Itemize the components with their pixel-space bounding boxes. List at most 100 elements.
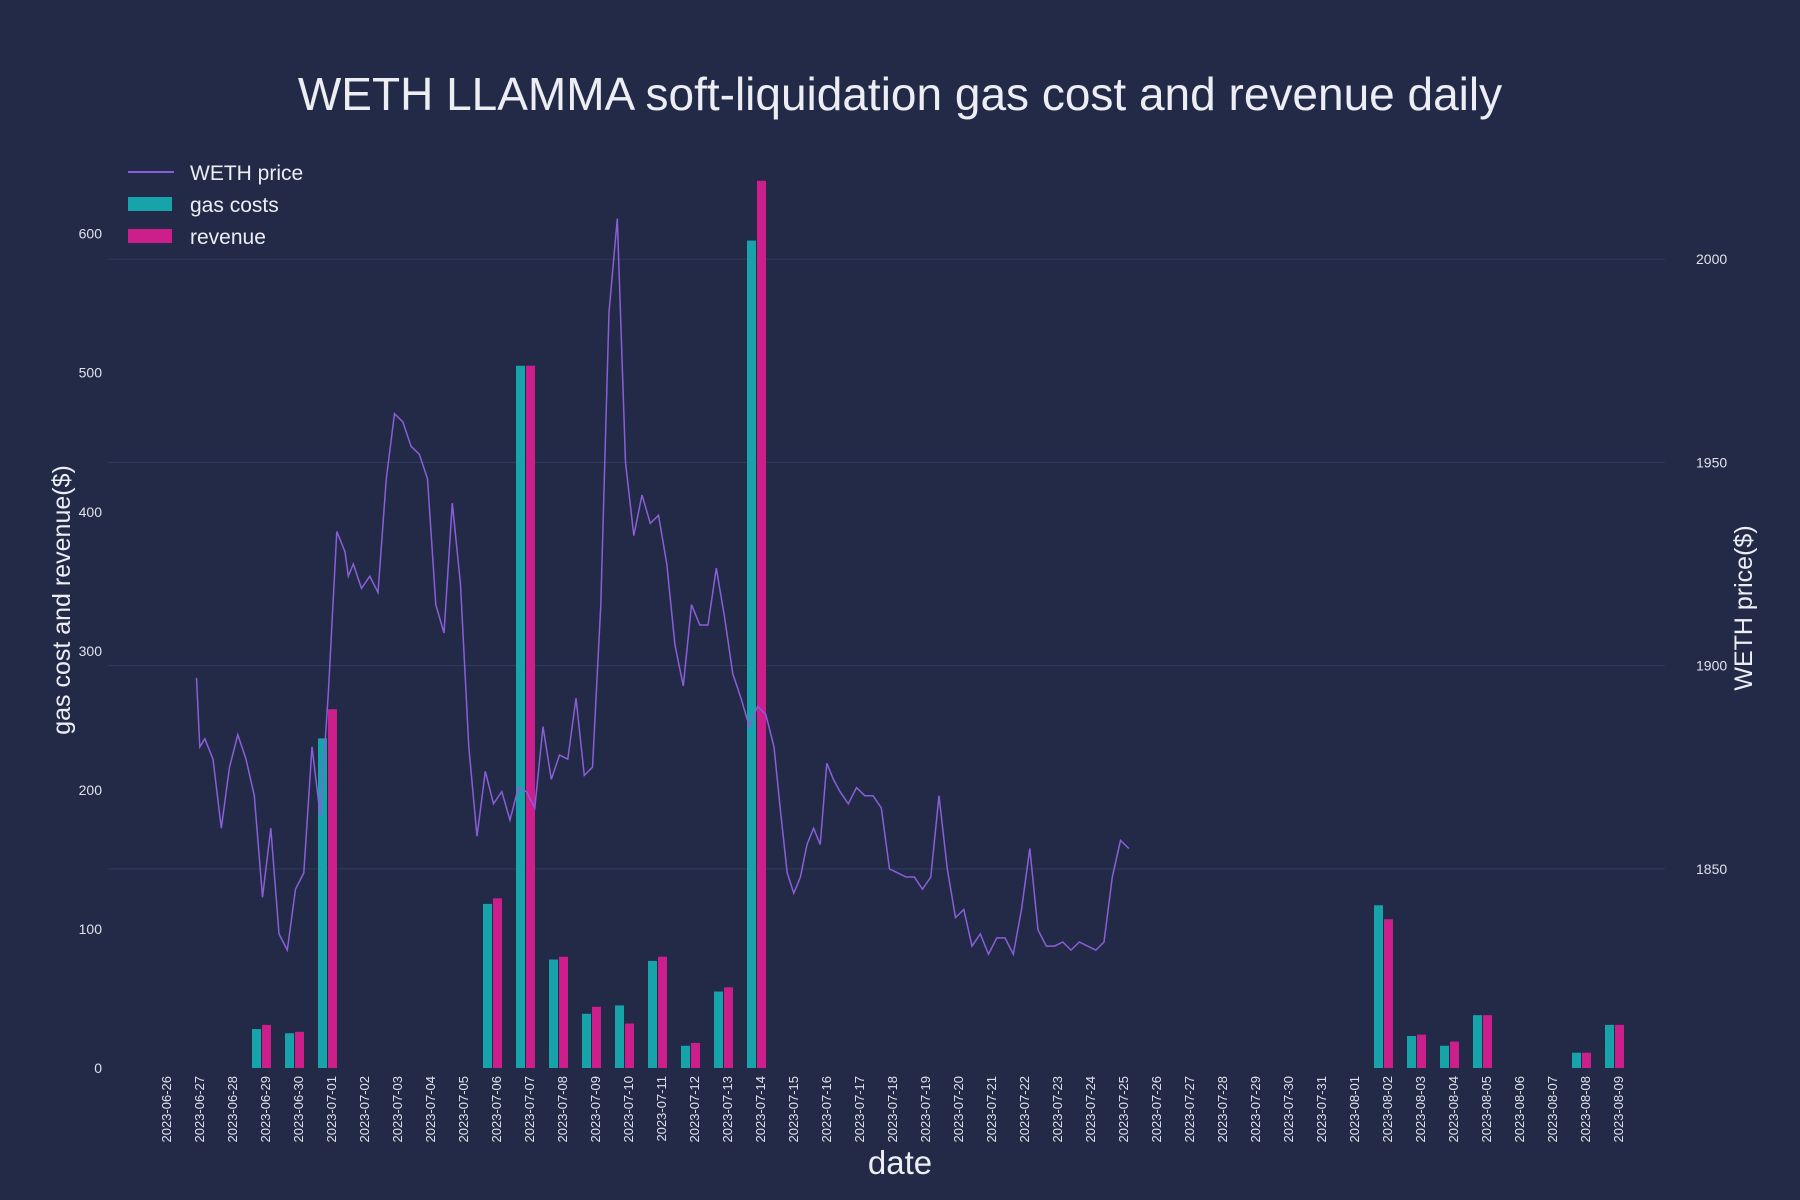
x-tick-label: 2023-07-02 bbox=[357, 1076, 372, 1143]
gas-cost-bar bbox=[747, 240, 756, 1068]
x-axis: 2023-06-26 2023-06-27 2023-06-28 2023-06-29… bbox=[159, 1076, 1626, 1143]
gas-cost-bar bbox=[1407, 1036, 1416, 1068]
x-tick-label: 2023-08-02 bbox=[1380, 1076, 1395, 1143]
x-tick-label: 2023-07-22 bbox=[1017, 1076, 1032, 1143]
x-tick-label: 2023-07-19 bbox=[918, 1076, 933, 1143]
x-tick-label: 2023-06-30 bbox=[291, 1076, 306, 1143]
revenue-bar bbox=[724, 987, 733, 1068]
x-tick-label: 2023-07-24 bbox=[1083, 1076, 1098, 1143]
x-tick-label: 2023-07-25 bbox=[1116, 1076, 1131, 1143]
x-tick-label: 2023-07-08 bbox=[555, 1076, 570, 1143]
x-tick-label: 2023-07-07 bbox=[522, 1076, 537, 1143]
y-right-tick-label: 2000 bbox=[1696, 251, 1727, 267]
x-axis-title: date bbox=[868, 1144, 932, 1181]
revenue-bar bbox=[1384, 919, 1393, 1068]
x-tick-label: 2023-07-04 bbox=[423, 1076, 438, 1143]
x-tick-label: 2023-07-23 bbox=[1050, 1076, 1065, 1143]
gas-cost-bar bbox=[318, 738, 327, 1068]
x-tick-label: 2023-07-03 bbox=[390, 1076, 405, 1143]
legend-price-label: WETH price bbox=[190, 162, 303, 185]
x-tick-label: 2023-07-15 bbox=[786, 1076, 801, 1143]
gas-cost-bar bbox=[1572, 1052, 1581, 1068]
legend-gas-label: gas costs bbox=[190, 194, 279, 217]
y-left-tick-label: 0 bbox=[94, 1060, 102, 1076]
x-tick-label: 2023-08-09 bbox=[1611, 1076, 1626, 1143]
y-right-tick-label: 1850 bbox=[1696, 861, 1727, 877]
legend-revenue-label: revenue bbox=[190, 226, 266, 249]
revenue-bar bbox=[1450, 1041, 1459, 1068]
revenue-bar bbox=[262, 1024, 271, 1068]
x-tick-label: 2023-08-06 bbox=[1512, 1076, 1527, 1143]
y-left-tick-label: 600 bbox=[79, 226, 103, 242]
x-tick-label: 2023-06-26 bbox=[159, 1076, 174, 1143]
revenue-bar bbox=[1417, 1034, 1426, 1068]
legend-gas-swatch bbox=[128, 197, 172, 211]
gas-cost-bar bbox=[483, 903, 492, 1068]
x-tick-label: 2023-08-08 bbox=[1578, 1076, 1593, 1143]
gas-cost-bar bbox=[582, 1013, 591, 1068]
revenue-bar bbox=[328, 709, 337, 1068]
x-tick-label: 2023-06-27 bbox=[192, 1076, 207, 1143]
revenue-bar bbox=[625, 1023, 634, 1068]
x-tick-label: 2023-07-26 bbox=[1149, 1076, 1164, 1143]
y-axis-right: 1850 1900 1950 2000 bbox=[1696, 251, 1727, 877]
revenue-bar bbox=[592, 1006, 601, 1068]
y-axis-right-title: WETH price($) bbox=[1730, 525, 1758, 690]
x-tick-label: 2023-07-18 bbox=[885, 1076, 900, 1143]
gas-cost-bar bbox=[1374, 905, 1383, 1068]
x-tick-label: 2023-08-05 bbox=[1479, 1076, 1494, 1143]
x-tick-label: 2023-07-16 bbox=[819, 1076, 834, 1143]
y-left-tick-label: 100 bbox=[79, 921, 103, 937]
y-left-tick-label: 200 bbox=[79, 782, 103, 798]
weth-price-line bbox=[195, 218, 1130, 957]
x-tick-label: 2023-07-17 bbox=[852, 1076, 867, 1143]
y-left-tick-label: 300 bbox=[79, 643, 103, 659]
revenue-bar bbox=[691, 1042, 700, 1068]
x-tick-label: 2023-07-28 bbox=[1215, 1076, 1230, 1143]
gas-cost-bar bbox=[714, 991, 723, 1068]
revenue-bar bbox=[1615, 1024, 1624, 1068]
revenue-bar bbox=[295, 1031, 304, 1068]
x-tick-label: 2023-07-05 bbox=[456, 1076, 471, 1143]
x-tick-label: 2023-07-11 bbox=[654, 1076, 669, 1142]
y-axis-left-title: gas cost and revenue($) bbox=[48, 465, 76, 735]
gas-cost-bar bbox=[516, 365, 525, 1068]
y-right-tick-label: 1950 bbox=[1696, 454, 1727, 470]
grid-layer bbox=[108, 258, 1665, 870]
gas-cost-bar bbox=[648, 960, 657, 1068]
x-tick-label: 2023-08-01 bbox=[1347, 1076, 1362, 1143]
revenue-bar bbox=[526, 365, 535, 1068]
revenue-bar bbox=[1582, 1052, 1591, 1068]
x-tick-label: 2023-07-14 bbox=[753, 1076, 768, 1143]
legend-revenue-swatch bbox=[128, 229, 172, 243]
legend: WETH price gas costs revenue bbox=[128, 162, 303, 249]
gas-cost-bar bbox=[549, 959, 558, 1068]
x-tick-label: 2023-08-03 bbox=[1413, 1076, 1428, 1143]
gas-cost-bar bbox=[1440, 1045, 1449, 1068]
x-tick-label: 2023-07-13 bbox=[720, 1076, 735, 1143]
gas-cost-bar bbox=[1605, 1024, 1614, 1068]
x-tick-label: 2023-07-29 bbox=[1248, 1076, 1263, 1143]
x-tick-label: 2023-06-29 bbox=[258, 1076, 273, 1143]
revenue-bar bbox=[757, 180, 766, 1068]
chart-title: WETH LLAMMA soft-liquidation gas cost an… bbox=[298, 68, 1502, 120]
revenue-bar bbox=[658, 956, 667, 1068]
y-right-tick-label: 1900 bbox=[1696, 658, 1727, 674]
revenue-bar bbox=[1483, 1015, 1492, 1068]
gas-cost-bar bbox=[285, 1033, 294, 1068]
y-left-tick-label: 500 bbox=[79, 365, 103, 381]
x-tick-label: 2023-07-06 bbox=[489, 1076, 504, 1143]
x-tick-label: 2023-07-01 bbox=[324, 1076, 339, 1143]
x-tick-label: 2023-07-21 bbox=[984, 1076, 999, 1143]
gas-cost-bar bbox=[252, 1029, 261, 1068]
gas-cost-bar bbox=[681, 1045, 690, 1068]
x-tick-label: 2023-07-10 bbox=[621, 1076, 636, 1143]
revenue-bar bbox=[559, 956, 568, 1068]
gas-cost-bar bbox=[615, 1005, 624, 1068]
x-tick-label: 2023-08-07 bbox=[1545, 1076, 1560, 1143]
x-tick-label: 2023-07-31 bbox=[1314, 1076, 1329, 1143]
revenue-bar bbox=[493, 898, 502, 1068]
x-tick-label: 2023-08-04 bbox=[1446, 1076, 1461, 1143]
